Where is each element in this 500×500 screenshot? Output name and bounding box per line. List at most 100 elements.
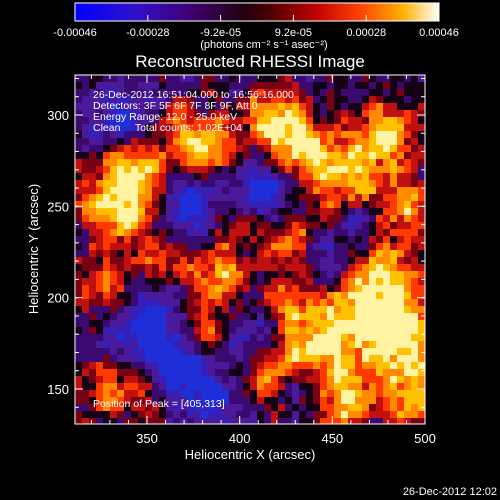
heatmap-pixel [103, 257, 111, 265]
heatmap-pixel [138, 236, 146, 244]
heatmap-pixel [152, 404, 160, 412]
heatmap-pixel [285, 390, 293, 398]
heatmap-pixel [89, 292, 97, 300]
heatmap-pixel [229, 152, 237, 160]
heatmap-pixel [320, 152, 328, 160]
heatmap-pixel [166, 355, 174, 363]
x-tick-label: 450 [321, 431, 343, 446]
heatmap-pixel [334, 334, 342, 342]
heatmap-pixel [173, 138, 181, 146]
heatmap-pixel [292, 369, 300, 377]
heatmap-pixel [390, 187, 398, 195]
heatmap-pixel [299, 348, 307, 356]
heatmap-pixel [355, 313, 363, 321]
heatmap-pixel [257, 306, 265, 314]
heatmap-pixel [152, 131, 160, 139]
heatmap-pixel [355, 411, 363, 419]
heatmap-pixel [285, 173, 293, 181]
heatmap-pixel [327, 180, 335, 188]
heatmap-pixel [278, 271, 286, 279]
heatmap-pixel [215, 390, 223, 398]
heatmap-pixel [313, 187, 321, 195]
heatmap-pixel [124, 313, 132, 321]
heatmap-pixel [82, 222, 90, 230]
heatmap-pixel [180, 82, 188, 90]
heatmap-pixel [208, 75, 216, 83]
heatmap-pixel [369, 194, 377, 202]
heatmap-pixel [369, 285, 377, 293]
heatmap-pixel [292, 411, 300, 419]
heatmap-pixel [89, 229, 97, 237]
heatmap-pixel [208, 292, 216, 300]
heatmap-pixel [208, 271, 216, 279]
heatmap-pixel [131, 75, 139, 83]
heatmap-pixel [222, 215, 230, 223]
heatmap-pixel [222, 180, 230, 188]
heatmap-pixel [243, 117, 251, 125]
heatmap-pixel [138, 124, 146, 132]
heatmap-pixel [264, 215, 272, 223]
heatmap-pixel [411, 166, 419, 174]
heatmap-pixel [383, 110, 391, 118]
heatmap-pixel [418, 124, 425, 132]
heatmap-pixel [103, 362, 111, 370]
heatmap-pixel [404, 194, 412, 202]
heatmap-pixel [96, 411, 104, 419]
heatmap-pixel [187, 75, 195, 83]
heatmap-pixel [341, 215, 349, 223]
heatmap-pixel [341, 341, 349, 349]
heatmap-pixel [222, 138, 230, 146]
heatmap-pixel [390, 180, 398, 188]
heatmap-pixel [397, 159, 405, 167]
heatmap-pixel [222, 201, 230, 209]
heatmap-pixel [124, 362, 132, 370]
heatmap-pixel [187, 362, 195, 370]
flare-heatmap [75, 75, 425, 424]
heatmap-pixel [215, 271, 223, 279]
heatmap-pixel [320, 117, 328, 125]
heatmap-pixel [278, 89, 286, 97]
heatmap-pixel [222, 250, 230, 258]
heatmap-pixel [292, 103, 300, 111]
heatmap-pixel [369, 131, 377, 139]
heatmap-pixel [229, 110, 237, 118]
heatmap-pixel [89, 306, 97, 314]
heatmap-pixel [103, 348, 111, 356]
heatmap-pixel [390, 278, 398, 286]
heatmap-pixel [103, 404, 111, 412]
heatmap-pixel [278, 383, 286, 391]
heatmap-pixel [124, 369, 132, 377]
heatmap-pixel [96, 397, 104, 405]
heatmap-pixel [313, 313, 321, 321]
heatmap-pixel [215, 264, 223, 272]
heatmap-pixel [411, 348, 419, 356]
heatmap-pixel [166, 96, 174, 104]
heatmap-pixel [390, 292, 398, 300]
heatmap-pixel [411, 152, 419, 160]
heatmap-pixel [362, 187, 370, 195]
heatmap-pixel [341, 75, 349, 83]
heatmap-pixel [187, 418, 195, 424]
heatmap-pixel [243, 159, 251, 167]
heatmap-pixel [292, 215, 300, 223]
heatmap-pixel [362, 320, 370, 328]
colorbar-tick-label: -0.00028 [126, 27, 169, 39]
heatmap-pixel [110, 145, 118, 153]
heatmap-pixel [173, 362, 181, 370]
heatmap-pixel [180, 180, 188, 188]
heatmap-pixel [236, 201, 244, 209]
heatmap-pixel [250, 376, 258, 384]
heatmap-pixel [285, 236, 293, 244]
heatmap-pixel [82, 215, 90, 223]
heatmap-pixel [96, 82, 104, 90]
heatmap-pixel [152, 180, 160, 188]
heatmap-pixel [103, 320, 111, 328]
heatmap-pixel [166, 383, 174, 391]
heatmap-pixel [299, 285, 307, 293]
heatmap-pixel [75, 131, 83, 139]
heatmap-pixel [264, 376, 272, 384]
heatmap-pixel [271, 292, 279, 300]
heatmap-pixel [145, 124, 153, 132]
heatmap-pixel [145, 334, 153, 342]
